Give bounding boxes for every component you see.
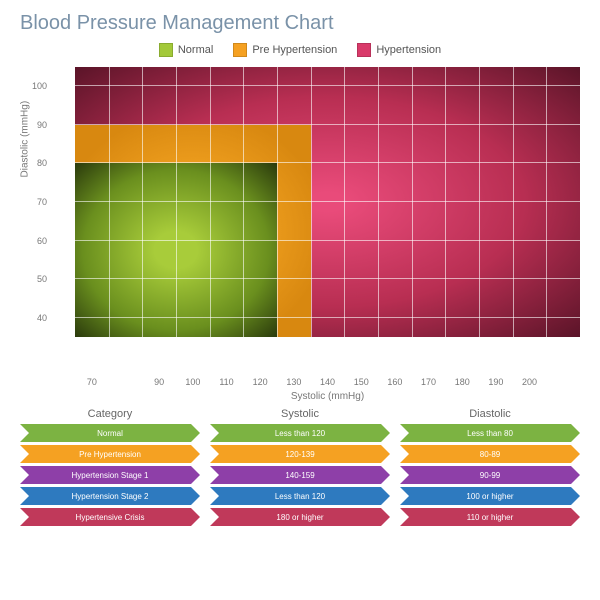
zone-normal [75, 163, 277, 337]
cell-label: Hypertensive Crisis [76, 513, 145, 522]
y-axis-label: Diastolic (mmHg) [20, 101, 31, 178]
cell-label: 100 or higher [466, 492, 513, 501]
table-row: Less than 120 [210, 424, 390, 442]
table-column: Category Normal Pre Hypertension Hypertensi… [20, 408, 200, 529]
cell-label: 120-139 [285, 450, 314, 459]
legend-item: Pre Hypertension [233, 43, 337, 57]
legend-label: Pre Hypertension [252, 44, 337, 56]
cell-label: 140-159 [285, 471, 314, 480]
page-title: Blood Pressure Management Chart [20, 12, 580, 35]
x-ticks: 7090100110120130140150160170180190200 [75, 377, 580, 387]
x-axis-label: Systolic (mmHg) [75, 391, 580, 402]
table-row: 80-89 [400, 445, 580, 463]
cell-label: 110 or higher [467, 513, 514, 522]
cell-label: Less than 120 [275, 429, 325, 438]
cell-label: 80-89 [480, 450, 500, 459]
table-column: Systolic Less than 120 120-139 140-159 Less … [210, 408, 390, 529]
column-header: Category [20, 408, 200, 420]
legend-swatch [357, 43, 371, 57]
table-row: Less than 120 [210, 487, 390, 505]
table-row: Hypertension Stage 2 [20, 487, 200, 505]
legend-label: Normal [178, 44, 213, 56]
table-row: 110 or higher [400, 508, 580, 526]
legend-label: Hypertension [376, 44, 441, 56]
legend-item: Hypertension [357, 43, 441, 57]
cell-label: 180 or higher [276, 513, 323, 522]
column-header: Diastolic [400, 408, 580, 420]
table-row: 180 or higher [210, 508, 390, 526]
category-table: Category Normal Pre Hypertension Hypertensi… [20, 408, 580, 529]
cell-label: Normal [97, 429, 123, 438]
table-row: 90-99 [400, 466, 580, 484]
cell-label: Less than 80 [467, 429, 513, 438]
table-row: 100 or higher [400, 487, 580, 505]
legend: Normal Pre Hypertension Hypertension [20, 43, 580, 57]
cell-label: Pre Hypertension [79, 450, 141, 459]
legend-swatch [233, 43, 247, 57]
cell-label: 90-99 [480, 471, 500, 480]
legend-item: Normal [159, 43, 213, 57]
cell-label: Hypertension Stage 1 [72, 471, 149, 480]
table-row: Less than 80 [400, 424, 580, 442]
legend-swatch [159, 43, 173, 57]
table-row: 140-159 [210, 466, 390, 484]
cell-label: Less than 120 [275, 492, 325, 501]
table-row: Hypertensive Crisis [20, 508, 200, 526]
table-column: Diastolic Less than 80 80-89 90-99 100 or hi… [400, 408, 580, 529]
table-row: Normal [20, 424, 200, 442]
cell-label: Hypertension Stage 2 [72, 492, 149, 501]
table-row: Pre Hypertension [20, 445, 200, 463]
bp-chart: Diastolic (mmHg) 405060708090100 [75, 67, 580, 337]
column-header: Systolic [210, 408, 390, 420]
table-row: Hypertension Stage 1 [20, 466, 200, 484]
table-row: 120-139 [210, 445, 390, 463]
chart-grid [75, 67, 580, 337]
